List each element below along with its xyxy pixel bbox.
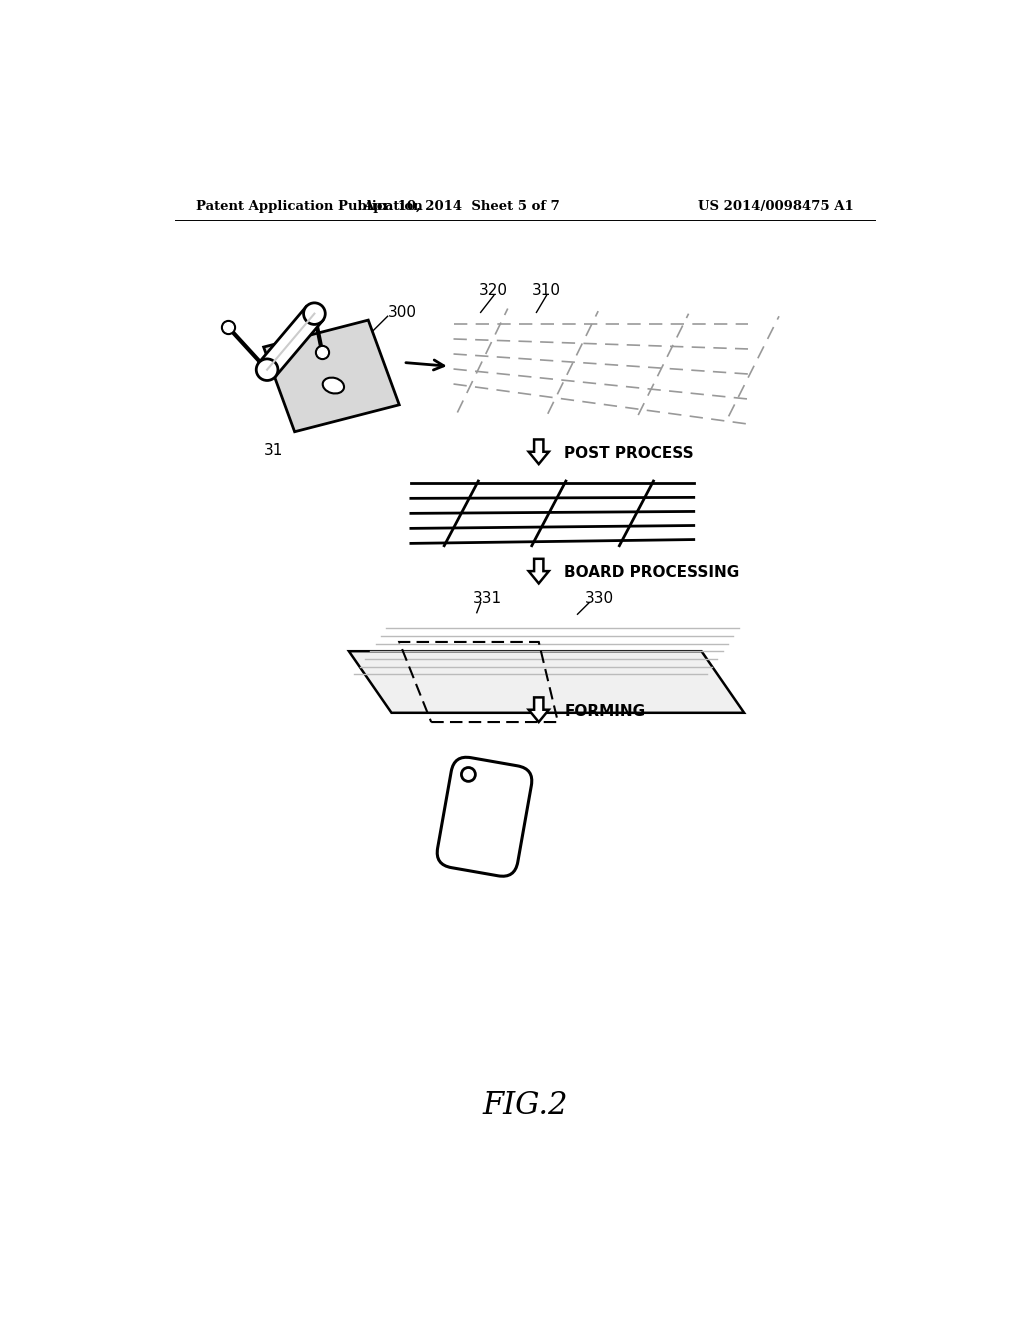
- Polygon shape: [259, 306, 323, 376]
- Text: 320: 320: [479, 284, 508, 298]
- Circle shape: [462, 767, 475, 781]
- Text: 310: 310: [532, 284, 561, 298]
- Text: 31: 31: [263, 444, 283, 458]
- Text: 331: 331: [473, 591, 502, 606]
- Circle shape: [256, 359, 278, 380]
- Text: FIG.2: FIG.2: [482, 1090, 567, 1121]
- Polygon shape: [263, 321, 399, 432]
- Text: Patent Application Publication: Patent Application Publication: [197, 199, 423, 213]
- Polygon shape: [528, 440, 549, 465]
- Text: 300: 300: [388, 305, 417, 319]
- Polygon shape: [528, 558, 549, 583]
- Text: Apr. 10, 2014  Sheet 5 of 7: Apr. 10, 2014 Sheet 5 of 7: [362, 199, 560, 213]
- Polygon shape: [349, 651, 744, 713]
- FancyBboxPatch shape: [437, 758, 531, 876]
- Circle shape: [303, 302, 326, 325]
- Text: US 2014/0098475 A1: US 2014/0098475 A1: [697, 199, 853, 213]
- Text: POST PROCESS: POST PROCESS: [564, 446, 694, 461]
- Text: BOARD PROCESSING: BOARD PROCESSING: [564, 565, 739, 581]
- Text: FORMING: FORMING: [564, 704, 645, 719]
- Polygon shape: [528, 697, 549, 722]
- Ellipse shape: [323, 378, 344, 393]
- Text: 330: 330: [586, 591, 614, 606]
